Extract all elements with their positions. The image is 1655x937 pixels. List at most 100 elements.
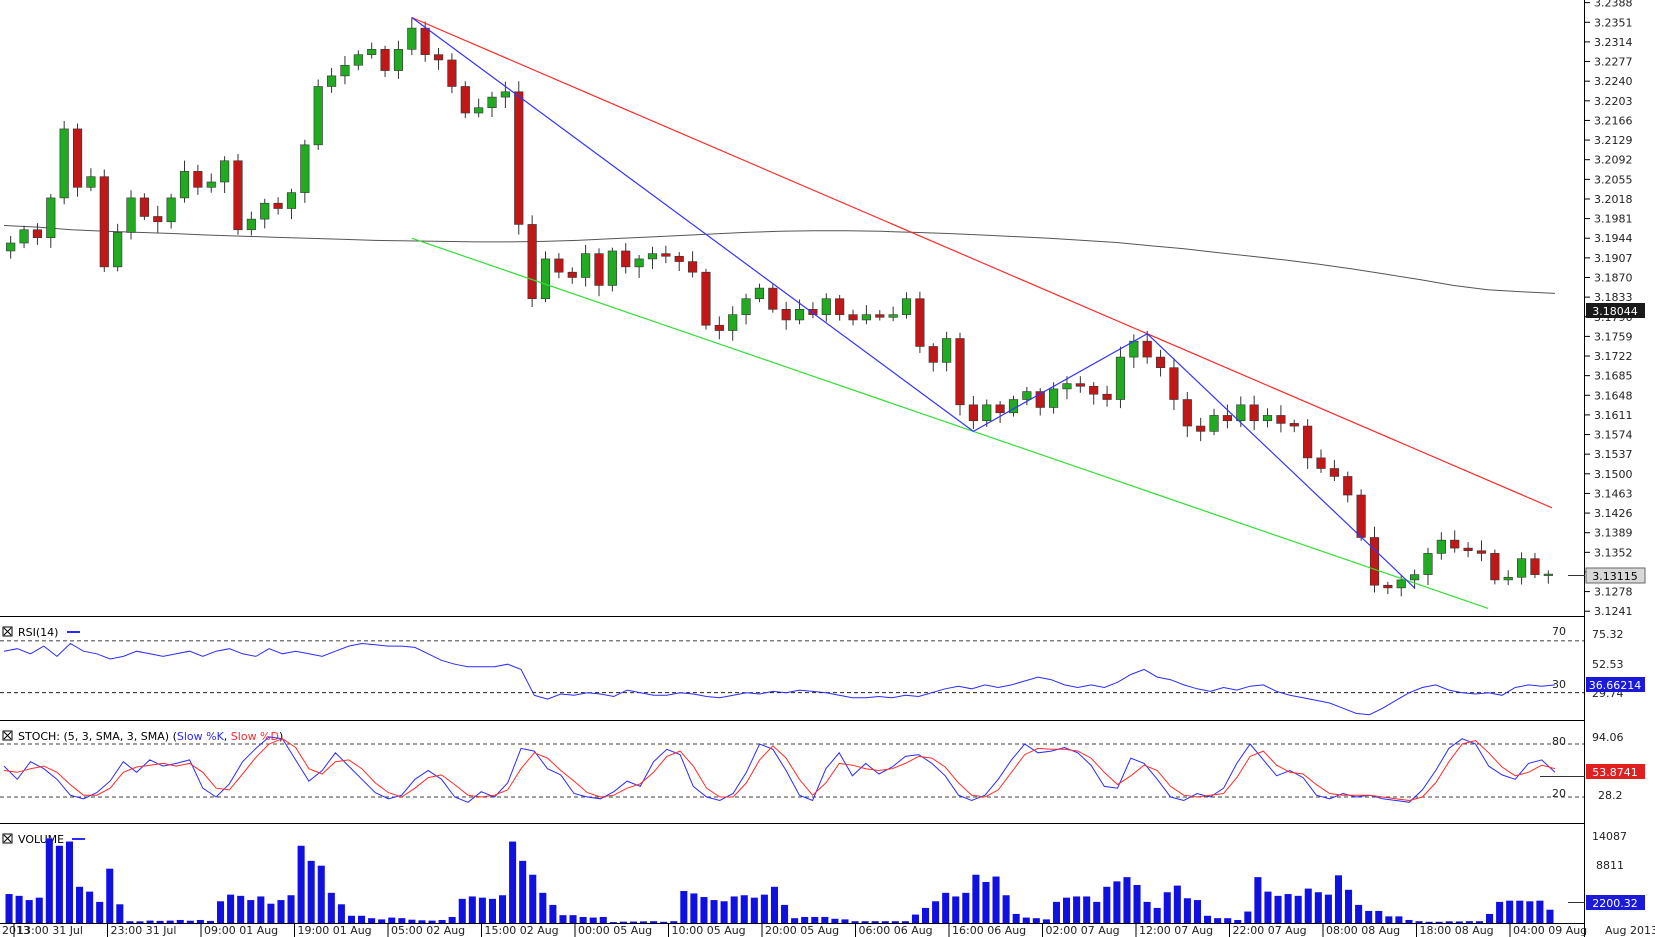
price-tick-label: 3.1833 — [1594, 291, 1633, 304]
time-tick-label: 04:00 09 Aug — [1513, 924, 1587, 937]
candle-bear — [835, 298, 845, 315]
stoch-level-80: 80 — [1552, 735, 1566, 748]
volume-bar — [35, 897, 43, 923]
volume-panel: VOLUME 14087 8811 2200.32 — [2, 830, 1645, 923]
candle-bull — [166, 197, 176, 223]
candle-bull — [1049, 388, 1059, 408]
volume-bar — [629, 921, 637, 923]
volume-bar — [962, 892, 970, 923]
candle-bull — [260, 202, 270, 220]
volume-bar — [126, 921, 134, 923]
volume-bar — [1032, 918, 1040, 923]
candle-bear — [1249, 404, 1259, 422]
candle-bull — [634, 258, 644, 268]
volume-bar — [710, 900, 718, 923]
svg-text:STOCH: (5, 3, SMA, 3, SMA): STOCH: (5, 3, SMA, 3, SMA) (Slow %K, Slo… — [18, 730, 283, 743]
candle-bear — [1463, 547, 1473, 552]
volume-bar — [911, 914, 919, 923]
zigzag-segment — [1146, 333, 1416, 589]
volume-bar — [368, 918, 376, 923]
candle-bear — [1075, 383, 1085, 387]
candlesticks — [6, 17, 1553, 597]
candle-bull — [220, 160, 230, 183]
rsi-tick-52: 52.53 — [1592, 658, 1624, 671]
candle-bear — [273, 202, 283, 209]
volume-bar — [1334, 875, 1342, 923]
time-tick-label: 06:00 06 Aug — [859, 924, 933, 937]
stoch-close-box[interactable] — [2, 730, 13, 741]
rsi-path — [3, 642, 1556, 716]
candle-bull — [500, 91, 510, 98]
candle-bull — [741, 298, 751, 315]
volume-bar — [206, 920, 214, 923]
volume-bar — [1183, 898, 1191, 923]
candle-bull — [1062, 383, 1072, 390]
volume-bar — [488, 898, 496, 923]
volume-bar — [76, 886, 84, 923]
volume-bar — [176, 919, 184, 923]
volume-bar — [730, 896, 738, 923]
time-tick-label: 19:00 01 Aug — [298, 924, 372, 937]
volume-bar — [1204, 915, 1212, 923]
close-icon — [3, 834, 12, 843]
candle-bear — [621, 250, 631, 268]
volume-bar — [106, 868, 114, 923]
candle-bear — [995, 404, 1005, 414]
volume-bar — [700, 897, 708, 923]
volume-bar — [1324, 894, 1332, 923]
candle-bull — [286, 192, 297, 209]
candle-bull — [474, 107, 484, 114]
candle-bear — [99, 176, 109, 268]
volume-bar — [1536, 900, 1544, 923]
rsi-close-box[interactable] — [2, 626, 13, 637]
volume-bar — [770, 886, 778, 923]
candle-bull — [126, 197, 136, 233]
time-tick-label: 2013 — [2, 924, 30, 937]
moving-average — [3, 225, 1556, 294]
volume-bar — [1506, 900, 1514, 923]
last-price-label: 3.13115 — [1568, 567, 1646, 584]
time-tick-label: Aug 2013 — [1605, 924, 1655, 937]
volume-bar — [1395, 916, 1403, 923]
volume-close-box[interactable] — [2, 833, 13, 844]
time-tick-label: 00:00 05 Aug — [578, 924, 652, 937]
volume-bar — [539, 892, 547, 923]
volume-bar — [519, 860, 527, 923]
volume-bar — [186, 920, 194, 923]
volume-bar — [257, 896, 265, 923]
candle-bear — [1182, 399, 1192, 427]
vol-tick-14087: 14087 — [1592, 830, 1627, 843]
stoch-tick-94: 94.06 — [1592, 731, 1624, 744]
price-tick-label: 3.1648 — [1594, 389, 1633, 402]
price-tick-label: 3.1574 — [1594, 429, 1633, 442]
candle-bear — [688, 261, 698, 273]
volume-bar — [428, 920, 436, 923]
volume-bar — [287, 895, 295, 923]
candle-bull — [179, 171, 190, 199]
time-tick-label: 08:00 08 Aug — [1326, 924, 1400, 937]
ma-price-label: 3.18044 — [1586, 303, 1645, 318]
candle-bull — [393, 49, 404, 71]
candle-bear — [1276, 415, 1286, 424]
candle-bull — [340, 64, 350, 77]
volume-bar — [65, 841, 73, 923]
price-tick-label: 3.1907 — [1594, 252, 1633, 265]
volume-bar — [156, 920, 164, 923]
candle-bear — [193, 171, 203, 188]
candle-bull — [754, 287, 765, 300]
stoch-k-label: Slow %K — [177, 730, 225, 743]
volume-bar — [1113, 881, 1121, 923]
volume-bar — [720, 901, 728, 923]
volume-bar — [166, 920, 174, 923]
volume-bar — [670, 921, 678, 923]
price-tick-label: 3.2129 — [1594, 134, 1633, 147]
volume-bar — [1365, 910, 1373, 923]
price-tick-label: 3.1352 — [1594, 546, 1633, 559]
volume-bar — [781, 904, 789, 923]
volume-bar — [1445, 921, 1453, 923]
volume-bar — [15, 895, 23, 923]
volume-bar — [599, 916, 607, 923]
candle-bull — [728, 314, 738, 331]
volume-bar — [952, 896, 960, 923]
price-tick-label: 3.1463 — [1594, 487, 1633, 500]
